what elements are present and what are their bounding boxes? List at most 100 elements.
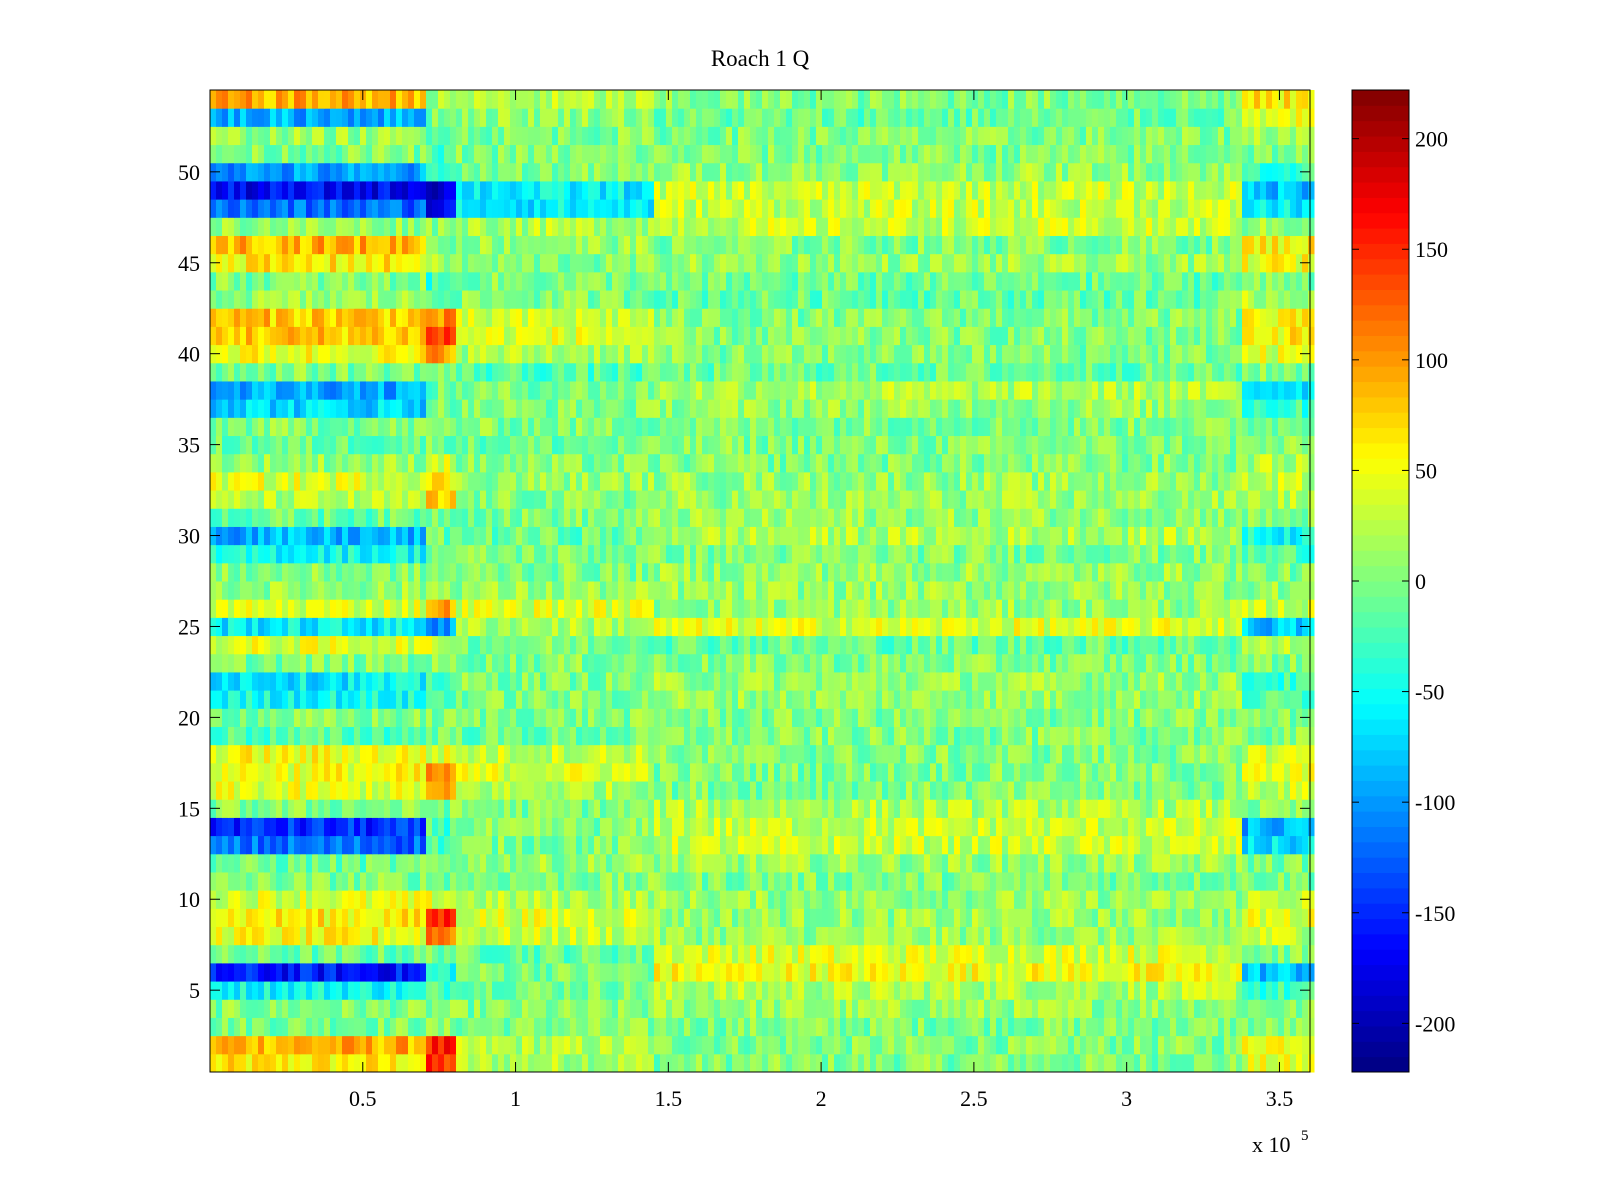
heatmap-cell	[804, 1017, 811, 1037]
heatmap-cell	[1224, 581, 1231, 600]
heatmap-cell	[528, 762, 535, 782]
heatmap-cell	[996, 617, 1003, 637]
heatmap-cell	[852, 744, 859, 764]
heatmap-cell	[1170, 853, 1177, 873]
heatmap-cell	[360, 999, 367, 1018]
heatmap-cell	[744, 617, 751, 637]
heatmap-cell	[660, 653, 667, 673]
heatmap-cell	[312, 562, 319, 582]
heatmap-cell	[384, 617, 391, 637]
heatmap-cell	[1050, 671, 1057, 691]
heatmap-cell	[1050, 853, 1057, 873]
heatmap-cell	[972, 1035, 979, 1055]
heatmap-cell	[570, 617, 577, 637]
heatmap-cell	[234, 890, 241, 909]
heatmap-cell	[972, 908, 979, 928]
heatmap-cell	[492, 1017, 499, 1037]
heatmap-cell	[978, 708, 985, 727]
heatmap-cell	[1194, 653, 1201, 673]
heatmap-cell	[348, 871, 355, 891]
heatmap-cell	[1044, 653, 1051, 673]
heatmap-cell	[942, 708, 949, 727]
heatmap-cell	[294, 1053, 301, 1073]
heatmap-cell	[1236, 799, 1243, 818]
heatmap-cell	[774, 926, 781, 946]
heatmap-cell	[324, 690, 331, 709]
heatmap-cell	[1176, 1053, 1183, 1073]
heatmap-cell	[378, 599, 385, 618]
heatmap-cell	[1206, 781, 1213, 800]
heatmap-cell	[342, 671, 349, 691]
heatmap-cell	[1308, 744, 1315, 764]
heatmap-cell	[1008, 871, 1015, 891]
heatmap-cell	[882, 944, 889, 964]
heatmap-cell	[888, 962, 895, 982]
heatmap-cell	[528, 944, 535, 964]
heatmap-cell	[1278, 835, 1285, 855]
heatmap-cell	[588, 762, 595, 782]
heatmap-cell	[426, 671, 433, 691]
heatmap-cell	[408, 944, 415, 964]
heatmap-cell	[750, 871, 757, 891]
heatmap-cell	[540, 999, 547, 1018]
heatmap-cell	[1050, 744, 1057, 764]
heatmap-cell	[762, 708, 769, 727]
heatmap-cell	[1152, 1017, 1159, 1037]
heatmap-cell	[654, 635, 661, 655]
heatmap-cell	[948, 726, 955, 746]
heatmap-cell	[564, 835, 571, 855]
heatmap-cell	[1074, 617, 1081, 637]
heatmap-cell	[1110, 817, 1117, 837]
heatmap-cell	[306, 926, 313, 946]
heatmap-cell	[1146, 671, 1153, 691]
heatmap-cell	[1032, 835, 1039, 855]
heatmap-cell	[534, 599, 541, 618]
heatmap-cell	[552, 926, 559, 946]
heatmap-cell	[462, 708, 469, 727]
heatmap-cell	[978, 817, 985, 837]
heatmap-cell	[1206, 581, 1213, 600]
heatmap-cell	[1152, 762, 1159, 782]
heatmap-cell	[372, 853, 379, 873]
heatmap-cell	[426, 708, 433, 727]
heatmap-cell	[396, 762, 403, 782]
heatmap-cell	[474, 599, 481, 618]
heatmap-cell	[1188, 944, 1195, 964]
heatmap-cell	[642, 817, 649, 837]
heatmap-cell	[1020, 835, 1027, 855]
heatmap-cell	[1254, 653, 1261, 673]
heatmap-cell	[318, 817, 325, 837]
heatmap-cell	[1116, 726, 1123, 746]
heatmap-cell	[768, 762, 775, 782]
heatmap-cell	[942, 999, 949, 1018]
heatmap-cell	[1248, 871, 1255, 891]
heatmap-cell	[1116, 999, 1123, 1018]
heatmap-cell	[816, 853, 823, 873]
heatmap-cell	[882, 908, 889, 928]
heatmap-cell	[1116, 926, 1123, 946]
heatmap-cell	[1176, 726, 1183, 746]
heatmap-cell	[936, 653, 943, 673]
heatmap-cell	[780, 708, 787, 727]
heatmap-cell	[474, 744, 481, 764]
heatmap-cell	[630, 890, 637, 909]
heatmap-cell	[240, 962, 247, 982]
heatmap-cell	[492, 653, 499, 673]
heatmap-cell	[474, 908, 481, 928]
heatmap-cell	[1206, 671, 1213, 691]
heatmap-cell	[696, 653, 703, 673]
heatmap-cell	[1008, 1035, 1015, 1055]
heatmap-cell	[1062, 871, 1069, 891]
heatmap-cell	[900, 817, 907, 837]
heatmap-cell	[894, 581, 901, 600]
heatmap-cell	[1224, 799, 1231, 818]
heatmap-cell	[882, 726, 889, 746]
heatmap-cell	[480, 981, 487, 1000]
heatmap-cell	[678, 853, 685, 873]
heatmap-cell	[1170, 781, 1177, 800]
heatmap-cell	[1134, 690, 1141, 709]
heatmap-cell	[1218, 744, 1225, 764]
heatmap-cell	[1158, 1017, 1165, 1037]
heatmap-cell	[960, 1053, 967, 1073]
heatmap-cell	[918, 853, 925, 873]
